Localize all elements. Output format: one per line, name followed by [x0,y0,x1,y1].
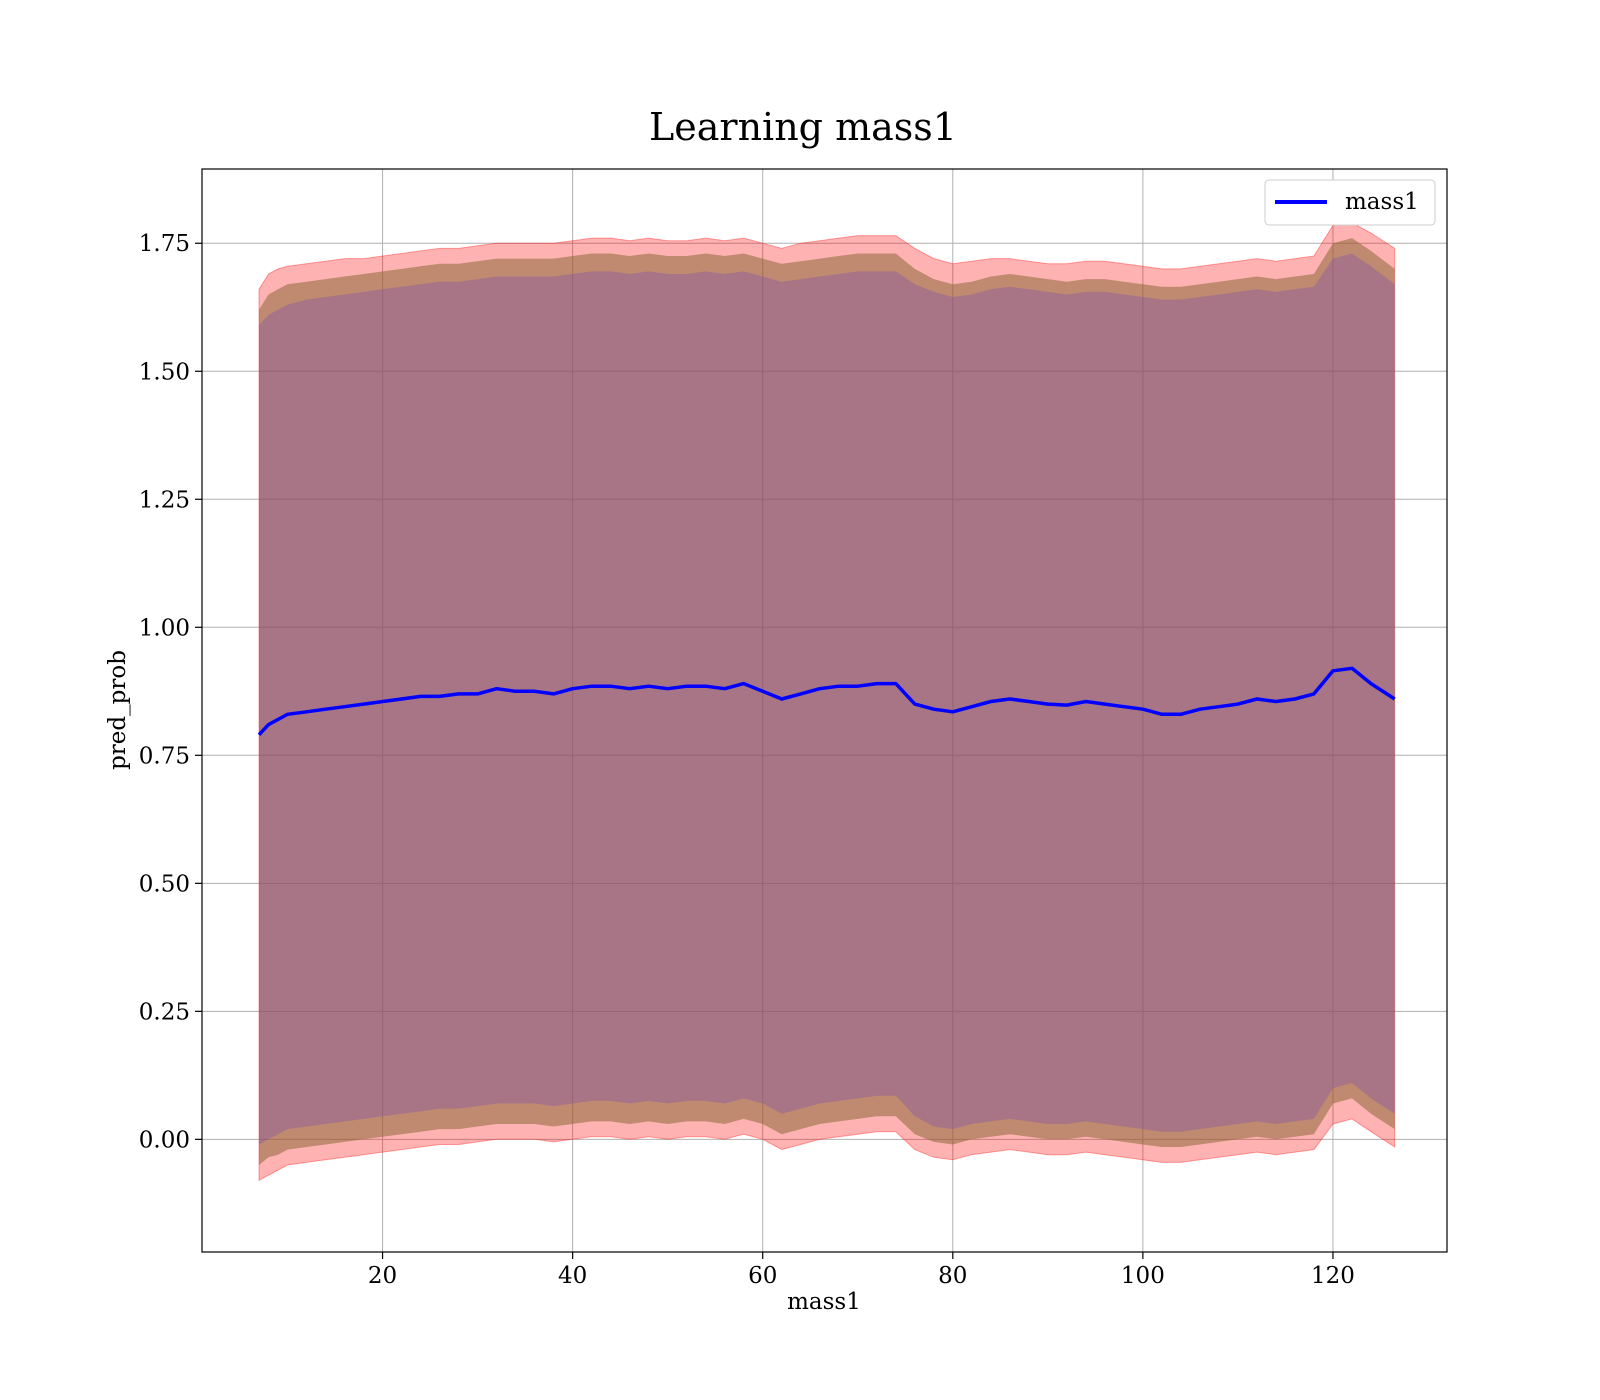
x-tick-label: 120 [1311,1263,1355,1289]
x-tick-label: 100 [1121,1263,1165,1289]
x-axis-label: mass1 [787,1289,861,1315]
legend-box [1264,179,1436,226]
axis-ticks: 20 40 60 80 100 120 0.00 0.25 0.50 0.75 1.00 1.25 1.… [139,231,1355,1289]
legend: mass1 [1264,179,1436,226]
x-tick-label: 80 [938,1263,967,1289]
y-tick-label: 0.25 [139,999,190,1025]
band-mid [259,238,1395,1166]
confidence-bands [258,222,1396,1182]
x-tick-label: 60 [748,1263,777,1289]
y-tick-label: 1.50 [139,359,190,385]
y-tick-label: 1.25 [139,487,190,513]
series-layer [257,666,1396,736]
y-tick-label: 0.75 [139,743,190,769]
legend-label-mass1: mass1 [1345,189,1419,215]
band-inner [259,253,1395,1145]
chart-title: Learning mass1 [649,105,957,149]
y-axis-label: pred_prob [105,650,131,770]
y-tick-label: 0.00 [139,1127,190,1153]
y-tick-label: 1.75 [139,231,190,257]
x-tick-label: 20 [368,1263,397,1289]
y-tick-label: 0.50 [139,871,190,897]
y-tick-label: 1.00 [139,615,190,641]
plot-frame [201,168,1448,1253]
x-tick-label: 40 [558,1263,587,1289]
series-line-mass1 [257,666,1396,736]
